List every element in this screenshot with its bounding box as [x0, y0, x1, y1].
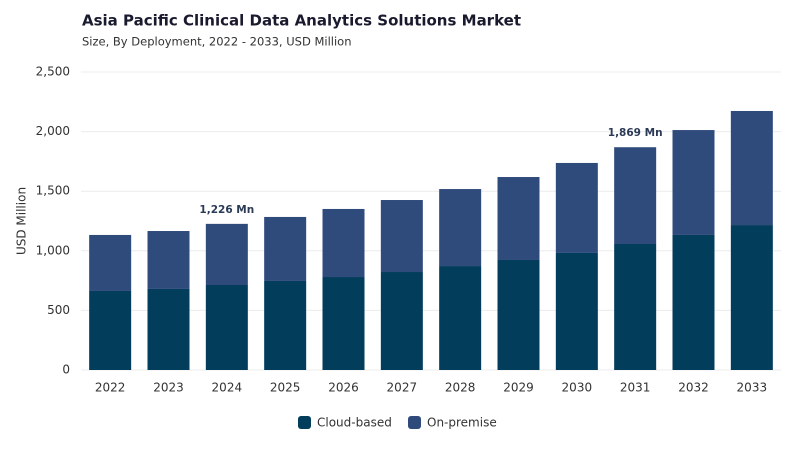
y-tick-label: 2,500: [36, 65, 70, 79]
y-tick-label: 0: [62, 363, 70, 377]
x-tick-label: 2030: [562, 381, 593, 395]
bar-segment: [147, 288, 190, 370]
x-tick-label: 2023: [153, 381, 184, 395]
annotation: 1,869 Mn: [608, 127, 663, 139]
bar-segment: [147, 231, 190, 289]
bar-segment: [89, 290, 132, 370]
bar-segment: [555, 162, 598, 253]
legend-label: Cloud-based: [317, 416, 392, 430]
bar-segment: [672, 234, 715, 370]
x-tick-label: 2026: [328, 381, 359, 395]
x-tick-label: 2028: [445, 381, 476, 395]
bar-segment: [497, 177, 540, 260]
x-tick-label: 2033: [737, 381, 768, 395]
bar-segment: [614, 244, 657, 370]
bar-segment: [730, 110, 773, 226]
y-axis-label: USD Million: [15, 187, 29, 255]
bar-segment: [730, 225, 773, 370]
bar-segment: [672, 130, 715, 235]
bar-segment: [380, 272, 423, 370]
bar-segment: [614, 147, 657, 245]
legend-label: On-premise: [427, 416, 497, 430]
x-tick-label: 2024: [212, 381, 243, 395]
legend-swatch: [408, 416, 421, 429]
bar-segment: [205, 223, 248, 286]
x-tick-label: 2031: [620, 381, 651, 395]
bar-segment: [439, 189, 482, 267]
bar-segment: [322, 208, 365, 278]
bar-segment: [555, 252, 598, 370]
bar-segment: [497, 259, 540, 370]
x-tick-label: 2025: [270, 381, 301, 395]
y-tick-label: 1,500: [36, 184, 70, 198]
x-tick-label: 2027: [387, 381, 418, 395]
x-tick-label: 2029: [503, 381, 534, 395]
legend-swatch: [298, 416, 311, 429]
annotation: 1,226 Mn: [199, 204, 254, 216]
y-tick-label: 2,000: [36, 124, 70, 138]
y-tick-label: 500: [47, 303, 70, 317]
bar-segment: [439, 266, 482, 370]
bar-segment: [380, 200, 423, 273]
x-tick-label: 2032: [678, 381, 709, 395]
bar-segment: [205, 285, 248, 370]
bar-segment: [264, 280, 307, 370]
bar-segment: [264, 216, 307, 281]
bar-segment: [322, 277, 365, 370]
bar-segment: [89, 234, 132, 291]
y-tick-label: 1,000: [36, 243, 70, 257]
chart-title: Asia Pacific Clinical Data Analytics Sol…: [82, 12, 521, 30]
chart-subtitle: Size, By Deployment, 2022 - 2033, USD Mi…: [82, 35, 351, 49]
x-tick-label: 2022: [95, 381, 126, 395]
